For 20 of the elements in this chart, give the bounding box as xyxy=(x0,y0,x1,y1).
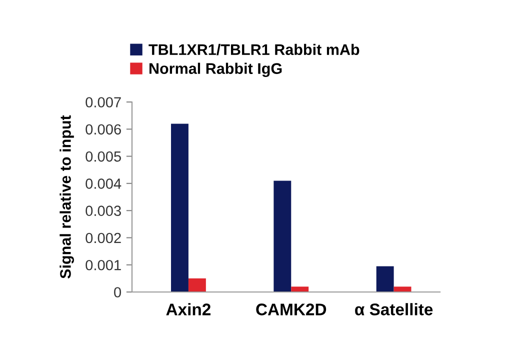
y-tick-label: 0.004 xyxy=(86,178,122,189)
y-tick-label: 0.006 xyxy=(86,124,121,135)
x-tick-label: Axin2 xyxy=(166,303,210,316)
bar xyxy=(188,278,206,292)
y-tick-label: 0.001 xyxy=(86,260,121,270)
x-tick-label: CAMK2D xyxy=(256,304,326,316)
legend-label: TBL1XR1/TBLR1 Rabbit mAb xyxy=(148,44,360,56)
bar xyxy=(274,180,292,292)
y-tick-label: 0.002 xyxy=(86,232,121,244)
bar xyxy=(376,266,394,292)
y-tick-label: 0.005 xyxy=(86,151,121,162)
y-tick-label: 0 xyxy=(114,287,122,298)
x-tick-label: α Satellite xyxy=(355,303,433,316)
y-axis-title: Signal relative to input xyxy=(60,115,74,278)
y-tick-label: 0.007 xyxy=(86,97,121,108)
y-tick-label: 0.003 xyxy=(86,206,121,216)
bar xyxy=(171,124,188,292)
bar xyxy=(394,286,412,292)
bar xyxy=(291,286,309,292)
legend-label: Normal Rabbit IgG xyxy=(150,62,282,78)
